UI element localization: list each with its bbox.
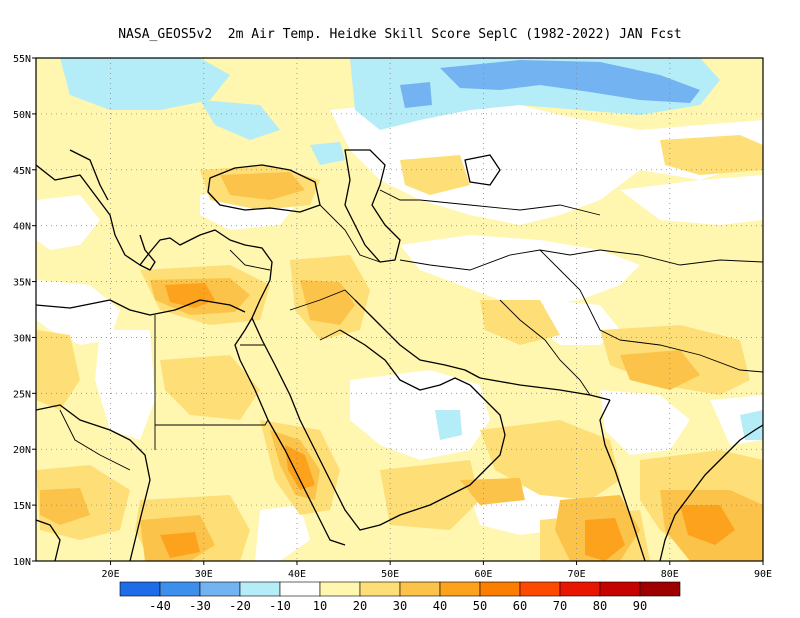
colorbar-swatch xyxy=(399,581,441,597)
skill-field xyxy=(36,58,763,561)
colorbar-swatch xyxy=(359,581,401,597)
colorbar-swatch xyxy=(479,581,521,597)
colorbar-swatch xyxy=(439,581,481,597)
lat-tick-label: 15N xyxy=(13,501,31,512)
longitude-ticks: 20E 30E 40E 50E 60E 70E 80E 90E xyxy=(102,561,772,580)
colorbar-label: 10 xyxy=(313,599,327,613)
borders xyxy=(59,189,763,471)
lon-tick-label: 20E xyxy=(102,569,120,580)
dark-orange-areas xyxy=(160,283,735,561)
colorbar xyxy=(119,581,681,597)
colorbar-swatch xyxy=(279,581,321,597)
lat-tick-label: 45N xyxy=(13,166,31,177)
colorbar-swatch xyxy=(599,581,641,597)
lon-tick-label: 90E xyxy=(754,569,772,580)
lat-tick-label: 40N xyxy=(13,222,31,233)
colorbar-label: -20 xyxy=(229,599,251,613)
northern-lightblue-band xyxy=(60,58,763,440)
colorbar-labels: -40 -30 -20 -10 10 20 30 40 50 60 70 80 90 xyxy=(149,599,647,613)
coastlines xyxy=(36,149,763,561)
lat-tick-label: 50N xyxy=(13,110,31,121)
lat-tick-label: 55N xyxy=(13,54,31,65)
lon-tick-label: 50E xyxy=(381,569,399,580)
lat-tick-label: 30N xyxy=(13,333,31,344)
colorbar-swatch xyxy=(199,581,241,597)
map-title: NASA_GEOS5v2 2m Air Temp. Heidke Skill S… xyxy=(118,27,682,42)
plot-frame xyxy=(35,57,764,562)
lat-tick-label: 25N xyxy=(13,389,31,400)
lon-tick-label: 40E xyxy=(288,569,306,580)
colorbar-label: 50 xyxy=(473,599,487,613)
lon-tick-label: 60E xyxy=(474,569,492,580)
colorbar-label: 60 xyxy=(513,599,527,613)
lon-tick-label: 70E xyxy=(568,569,586,580)
latitude-ticks: 10N 15N 20N 25N 30N 35N 40N 45N 50N 55N xyxy=(13,54,36,568)
lon-tick-label: 30E xyxy=(195,569,213,580)
neutral-areas xyxy=(36,95,763,561)
colorbar-label: 40 xyxy=(433,599,447,613)
colorbar-swatch xyxy=(239,581,281,597)
colorbar-label: 80 xyxy=(593,599,607,613)
colorbar-swatch xyxy=(319,581,361,597)
lat-tick-label: 10N xyxy=(13,557,31,568)
colorbar-label: -40 xyxy=(149,599,171,613)
lat-tick-label: 35N xyxy=(13,278,31,289)
colorbar-label: 90 xyxy=(633,599,647,613)
northern-blue-band xyxy=(400,60,700,108)
colorbar-swatch xyxy=(119,581,161,597)
colorbar-label: -10 xyxy=(269,599,291,613)
lon-tick-label: 80E xyxy=(661,569,679,580)
colorbar-label: 30 xyxy=(393,599,407,613)
colorbar-swatch xyxy=(559,581,601,597)
colorbar-swatch xyxy=(639,581,681,597)
colorbar-swatch xyxy=(519,581,561,597)
map-grid xyxy=(36,58,763,561)
colorbar-swatch xyxy=(159,581,201,597)
colorbar-label: 70 xyxy=(553,599,567,613)
lat-tick-label: 20N xyxy=(13,445,31,456)
colorbar-label: 20 xyxy=(353,599,367,613)
colorbar-label: -30 xyxy=(189,599,211,613)
